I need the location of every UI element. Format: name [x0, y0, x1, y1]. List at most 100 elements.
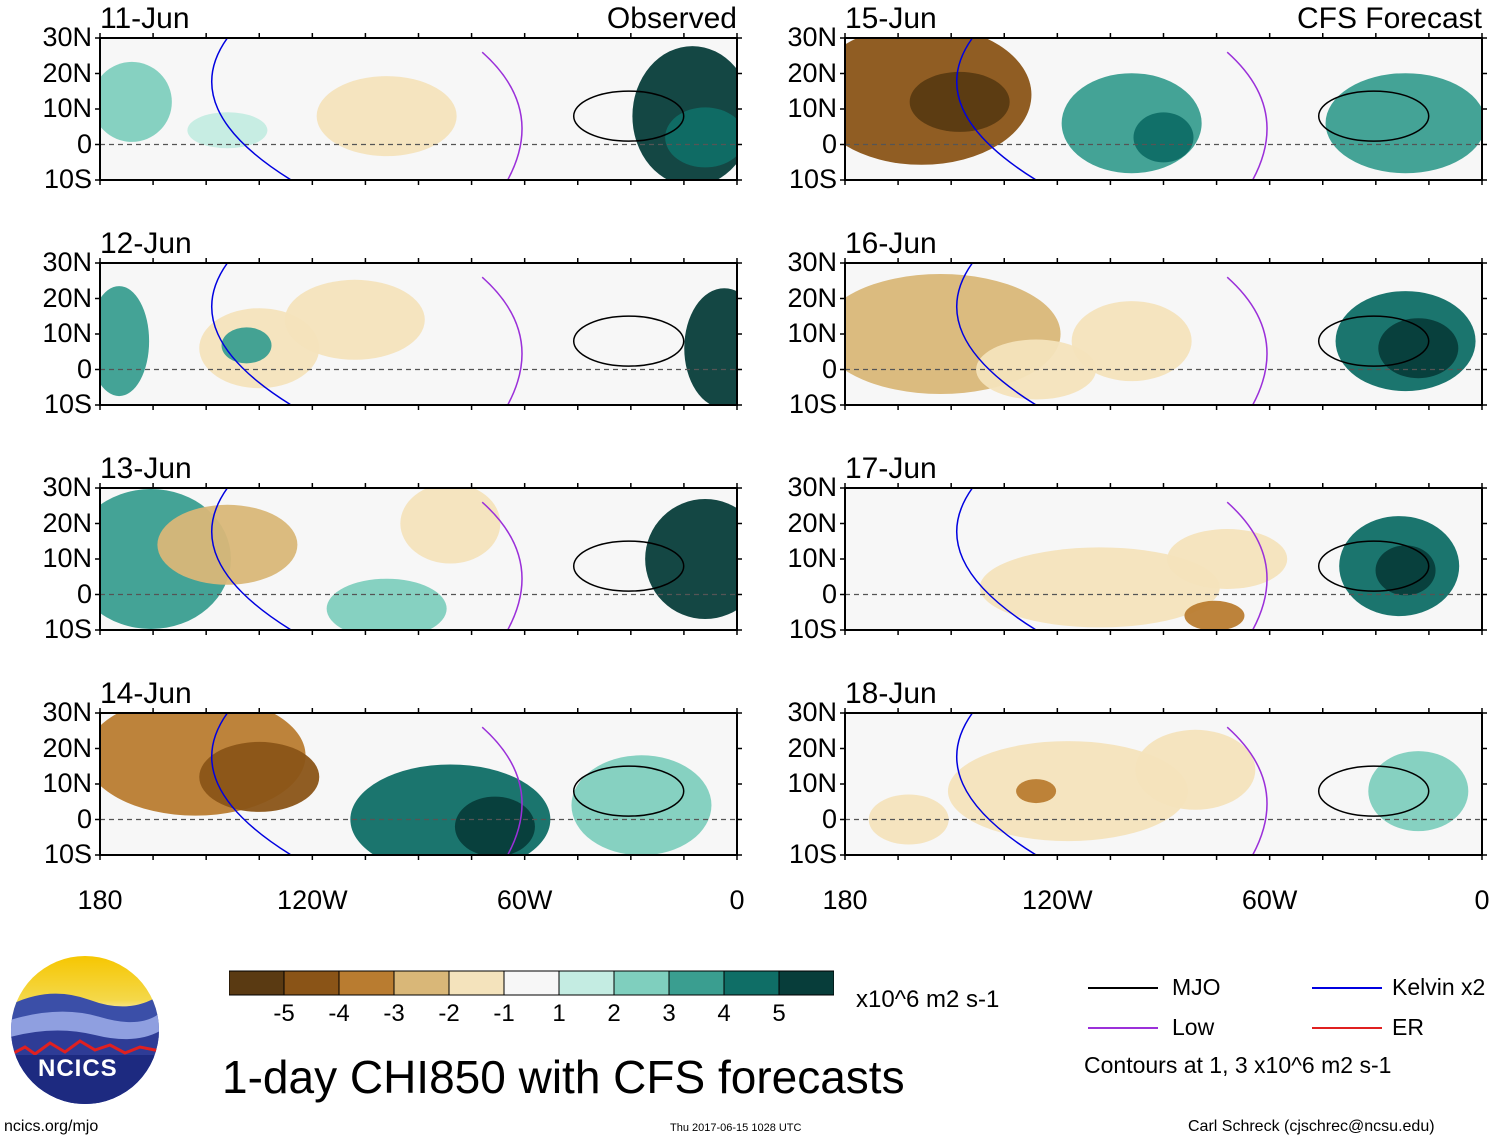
panel-date-11-Jun: 11-Jun — [100, 2, 190, 35]
colorbar-swatch — [503, 970, 560, 996]
kelvin-contour — [956, 263, 1037, 405]
anomaly-blob — [1016, 779, 1057, 804]
mjo-contour — [572, 540, 685, 592]
anomaly-blob — [100, 286, 150, 397]
panel-map-16-Jun — [840, 258, 1487, 410]
y-tick-label: 10N — [787, 93, 837, 123]
y-tick-label: 10N — [787, 768, 837, 798]
anomaly-blob — [157, 504, 298, 585]
low-contour — [1226, 501, 1268, 630]
anomaly-blob — [1133, 112, 1194, 163]
y-tick-label: 10N — [787, 318, 837, 348]
footer-timestamp: Thu 2017-06-15 1028 UTC — [670, 1122, 802, 1134]
y-tick-label: 30N — [787, 247, 837, 277]
anomaly-blob — [571, 755, 712, 855]
anomaly-blob — [1135, 729, 1256, 810]
y-tick-label: 0 — [821, 353, 837, 384]
y-tick-label: 0 — [76, 803, 92, 834]
anomaly-blob — [221, 327, 272, 364]
y-tick-label: 30N — [42, 247, 92, 277]
anomaly-blob — [1375, 545, 1436, 596]
panel-label: CFS Forecast — [1296, 2, 1482, 35]
y-tick-label: 30N — [42, 22, 92, 52]
colorbar-swatch — [778, 970, 834, 996]
anomaly-blob — [1184, 600, 1245, 630]
colorbar-level-label: 5 — [772, 1000, 786, 1027]
anomaly-blob — [665, 107, 737, 168]
panel-map-17-Jun — [840, 483, 1487, 635]
low-contour — [1226, 51, 1268, 180]
colorbar-swatch — [448, 970, 505, 996]
legend-label-mjo: MJO — [1172, 974, 1221, 1000]
low-contour — [1226, 276, 1268, 405]
panel-date-12-Jun: 12-Jun — [100, 227, 192, 260]
legend-line-kelvin — [1312, 987, 1382, 989]
panel-date-17-Jun: 17-Jun — [845, 452, 937, 485]
anomaly-blob — [100, 61, 172, 142]
y-tick-label: 10S — [43, 389, 92, 419]
y-tick-label: 30N — [787, 472, 837, 502]
colorbar-level-label: -5 — [273, 1000, 295, 1027]
colorbar-level-label: 3 — [662, 1000, 676, 1027]
x-tick-label: 60W — [1241, 885, 1298, 915]
kelvin-contour — [211, 713, 292, 855]
colorbar-level-label: -2 — [438, 1000, 460, 1027]
y-tick-label: 20N — [787, 732, 837, 763]
low-contour — [481, 276, 523, 405]
x-tick-label: 120W — [1022, 885, 1093, 915]
y-tick-label: 10N — [42, 543, 92, 573]
panel-map-11-Jun — [95, 33, 742, 185]
anomaly-blob — [1167, 529, 1288, 589]
y-tick-label: 0 — [76, 353, 92, 384]
y-tick-label: 20N — [787, 57, 837, 88]
y-tick-label: 20N — [42, 282, 92, 313]
kelvin-contour — [956, 38, 1037, 180]
panel-map-12-Jun — [95, 258, 742, 410]
colorbar-level-label: 4 — [717, 1000, 731, 1027]
anomaly-blob — [979, 547, 1220, 628]
kelvin-contour — [956, 488, 1037, 630]
anomaly-blob — [326, 578, 447, 630]
y-tick-label: 10N — [42, 768, 92, 798]
anomaly-blob — [284, 279, 425, 360]
y-tick-label: 10S — [788, 164, 837, 194]
panel-date-18-Jun: 18-Jun — [845, 677, 937, 710]
x-tick-label: 120W — [277, 885, 348, 915]
y-tick-label: 0 — [821, 578, 837, 609]
kelvin-contour — [211, 488, 292, 630]
y-tick-label: 10S — [788, 614, 837, 644]
colorbar-level-label: 1 — [552, 1000, 566, 1027]
mjo-contour — [1317, 90, 1430, 142]
y-tick-label: 30N — [787, 697, 837, 727]
y-tick-label: 20N — [42, 57, 92, 88]
panel-map-13-Jun — [95, 483, 742, 635]
mjo-contour — [1317, 765, 1430, 817]
colorbar-swatches — [229, 970, 834, 996]
low-contour — [481, 501, 523, 630]
legend-line-low — [1088, 1027, 1158, 1029]
y-tick-label: 10S — [43, 839, 92, 869]
colorbar-swatch — [283, 970, 340, 996]
y-tick-label: 0 — [821, 128, 837, 159]
y-tick-label: 0 — [821, 803, 837, 834]
mjo-contour — [572, 765, 685, 817]
colorbar-level-label: 2 — [607, 1000, 621, 1027]
legend-line-mjo — [1088, 987, 1158, 989]
contour-note: Contours at 1, 3 x10^6 m2 s-1 — [1084, 1052, 1392, 1078]
colorbar-swatch — [723, 970, 780, 996]
x-tick-label: 180 — [822, 885, 868, 915]
colorbar-level-label: -3 — [383, 1000, 405, 1027]
panel-date-15-Jun: 15-Jun — [845, 2, 937, 35]
x-tick-label: 60W — [496, 885, 553, 915]
y-tick-label: 30N — [42, 472, 92, 502]
anomaly-blob — [1368, 751, 1469, 832]
panel-date-14-Jun: 14-Jun — [100, 677, 192, 710]
y-tick-label: 30N — [787, 22, 837, 52]
legend-line-er — [1312, 1027, 1382, 1029]
panel-map-15-Jun — [840, 33, 1487, 185]
low-contour — [481, 726, 523, 855]
anomaly-blob — [316, 76, 457, 157]
colorbar-swatch — [338, 970, 395, 996]
y-tick-label: 20N — [787, 282, 837, 313]
mjo-contour — [1317, 540, 1430, 592]
